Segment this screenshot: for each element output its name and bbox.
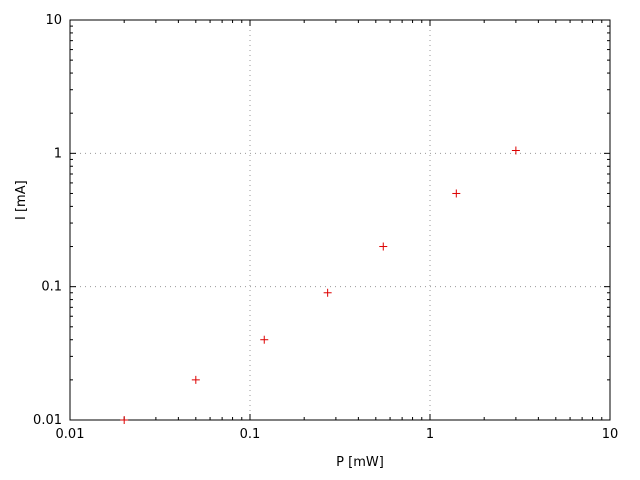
data-point (452, 189, 461, 198)
x-tick-label: 10 (602, 427, 619, 442)
x-axis-label: P [mW] (336, 455, 384, 470)
y-tick-label: 0.1 (41, 280, 62, 295)
data-point (120, 416, 129, 424)
y-tick-label: 0.01 (33, 413, 62, 428)
x-tick-label: 1 (426, 427, 434, 442)
data-point (260, 335, 269, 344)
data-point (511, 146, 520, 155)
y-tick-label: 1 (54, 146, 62, 161)
x-tick-label: 0.1 (240, 427, 261, 442)
plot-border (69, 19, 611, 421)
data-point (323, 288, 332, 297)
data-point (191, 375, 200, 384)
y-tick-label: 10 (45, 13, 62, 28)
data-point (379, 242, 388, 251)
y-axis-label: I [mA] (14, 180, 29, 220)
x-tick-label: 0.01 (56, 427, 85, 442)
